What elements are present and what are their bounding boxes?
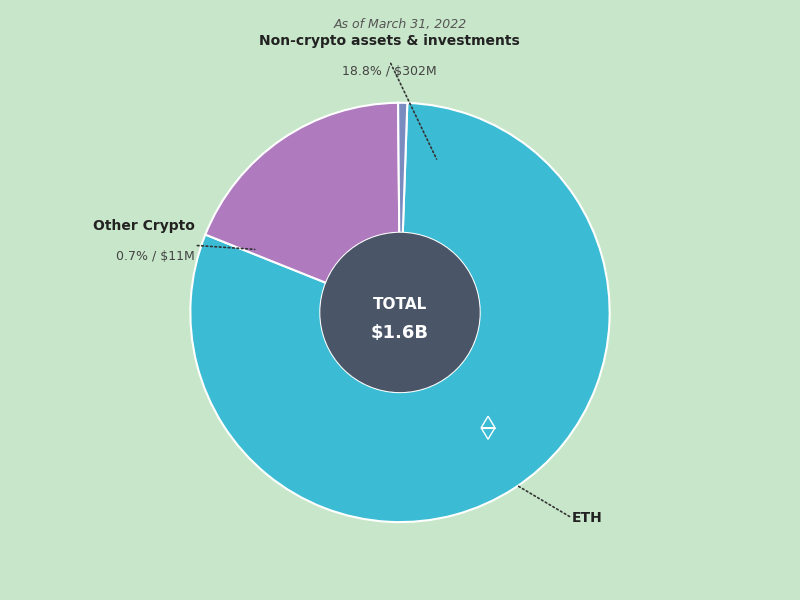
Text: 18.8% / $302M: 18.8% / $302M — [342, 65, 437, 78]
Text: Other Crypto: Other Crypto — [93, 219, 194, 233]
Circle shape — [320, 233, 480, 392]
Wedge shape — [206, 103, 399, 283]
Text: $1.6B: $1.6B — [371, 325, 429, 343]
Wedge shape — [190, 103, 610, 522]
Text: 0.7% / $11M: 0.7% / $11M — [116, 250, 194, 263]
Text: As of March 31, 2022: As of March 31, 2022 — [334, 18, 466, 31]
Text: Non-crypto assets & investments: Non-crypto assets & investments — [259, 34, 520, 48]
Text: ETH: ETH — [572, 511, 602, 525]
Text: TOTAL: TOTAL — [373, 296, 427, 311]
Wedge shape — [398, 103, 407, 233]
